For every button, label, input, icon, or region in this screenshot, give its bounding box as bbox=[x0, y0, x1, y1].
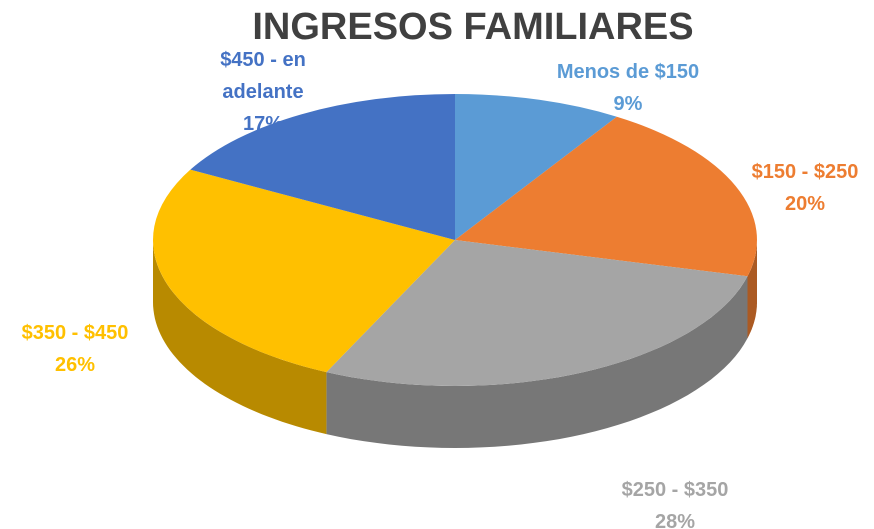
chart-title: INGRESOS FAMILIARES bbox=[252, 6, 694, 48]
label-category: $350 - $450 bbox=[21, 322, 129, 344]
label-value: 28% bbox=[654, 511, 696, 529]
slice bbox=[455, 94, 617, 240]
data-label: $150 - $250 20% bbox=[705, 156, 874, 220]
label-value: 20% bbox=[784, 193, 826, 215]
slice-side bbox=[326, 276, 748, 448]
label-value: 17% bbox=[242, 113, 284, 135]
slice bbox=[190, 94, 455, 240]
slice bbox=[326, 240, 748, 386]
label-category: Menos de $150 bbox=[556, 61, 700, 83]
data-label: Menos de $150 9% bbox=[528, 56, 728, 120]
label-category: $250 - $350 bbox=[621, 479, 729, 501]
label-category: $150 - $250 bbox=[751, 161, 859, 183]
data-label: $350 - $450 26% bbox=[0, 317, 175, 381]
data-label: $450 - en adelante 17% bbox=[203, 44, 323, 140]
label-value: 9% bbox=[613, 93, 643, 115]
slice-side bbox=[747, 240, 757, 339]
label-value: 26% bbox=[54, 354, 96, 376]
slice-side bbox=[153, 240, 327, 435]
data-label: $250 - $350 28% bbox=[575, 474, 775, 529]
slice bbox=[455, 116, 757, 277]
label-category: $450 - en adelante bbox=[220, 49, 306, 103]
slice bbox=[153, 169, 455, 373]
